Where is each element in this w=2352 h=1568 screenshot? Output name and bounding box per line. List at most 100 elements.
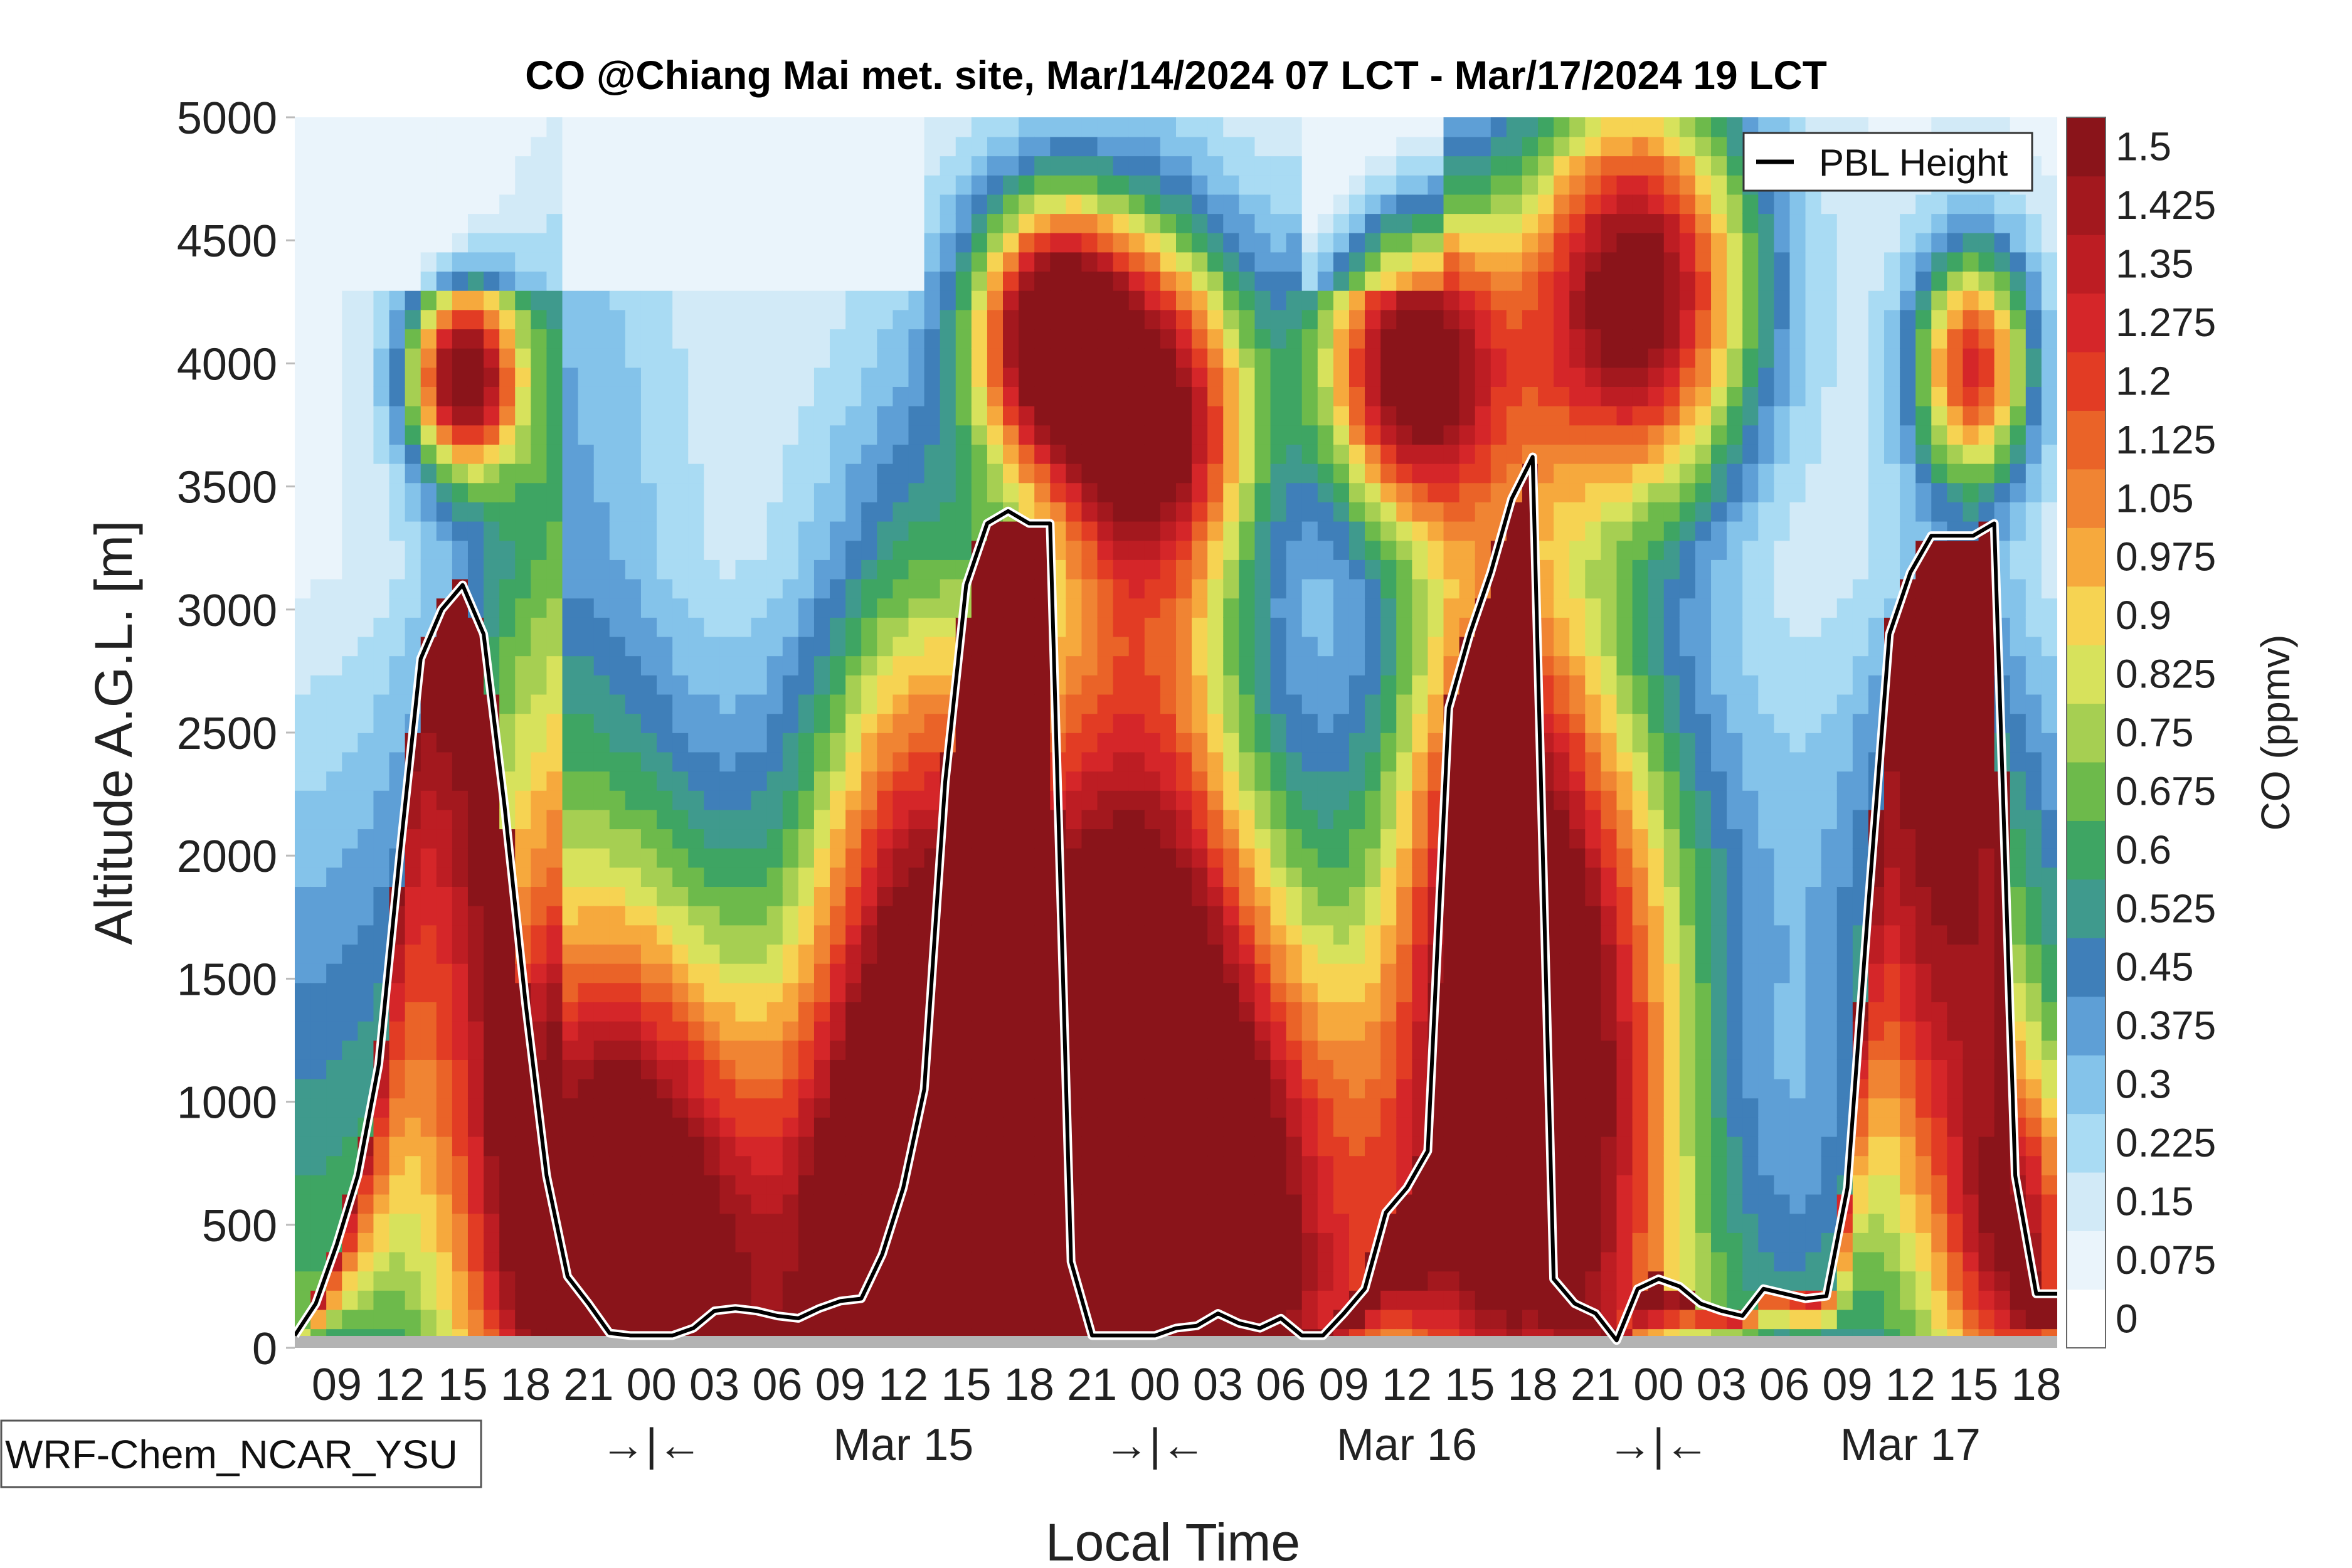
co-cell [987,847,1004,868]
co-cell [719,1059,736,1079]
co-cell [861,733,878,753]
co-cell [1365,982,1381,1002]
co-cell [735,578,752,599]
co-cell [766,540,783,560]
co-cell [1301,963,1318,983]
co-cell [531,290,548,310]
co-cell [499,1290,516,1310]
co-cell [672,829,689,849]
co-cell [766,924,783,945]
co-cell [578,771,595,791]
co-cell [531,713,548,733]
co-cell [1412,847,1429,868]
co-cell [1081,598,1098,618]
co-cell [766,1155,783,1175]
co-cell [326,1136,343,1157]
co-cell [672,1175,689,1195]
co-cell [1254,290,1271,310]
co-cell [688,329,705,349]
co-cell [452,174,469,195]
co-cell [562,136,579,157]
co-cell [1207,1136,1224,1157]
co-cell [342,598,359,618]
co-cell [672,771,689,791]
co-cell [1317,694,1334,714]
co-cell [1254,1002,1271,1022]
co-cell [1301,559,1318,580]
co-cell [971,905,988,926]
co-cell [1428,559,1444,580]
co-cell [499,1232,516,1253]
co-cell [1490,905,1507,926]
co-cell [1254,636,1271,657]
co-cell [877,117,894,137]
co-cell [420,521,437,541]
co-cell [813,463,830,484]
co-cell [389,694,406,714]
co-cell [342,329,359,349]
co-cell [782,1059,799,1079]
co-cell [766,1078,783,1099]
co-cell [1160,540,1177,560]
co-cell [672,521,689,541]
co-cell [515,1136,532,1157]
co-cell [971,636,988,657]
co-cell [1365,1059,1381,1079]
co-cell [1066,174,1083,195]
co-cell [735,982,752,1002]
co-cell [640,425,657,445]
co-cell [1396,1078,1413,1099]
co-cell [1097,617,1114,637]
co-cell [342,232,359,253]
co-cell [955,1271,972,1291]
co-cell [1365,405,1381,426]
co-cell [609,963,626,983]
co-cell [908,136,925,157]
co-cell [295,425,311,445]
co-cell [719,1020,736,1041]
co-cell [1348,136,1365,157]
co-cell [766,944,783,964]
co-cell [1348,1213,1365,1233]
co-cell [1019,1194,1035,1214]
co-cell [546,405,563,426]
co-cell [1034,905,1051,926]
co-cell [562,886,579,906]
co-cell [893,751,909,772]
co-cell [1097,1232,1114,1253]
co-cell [971,347,988,368]
co-cell [1333,733,1350,753]
co-cell [782,232,799,253]
co-cell [1333,425,1350,445]
co-cell [1192,271,1208,291]
co-cell [971,578,988,599]
co-cell [1207,444,1224,464]
co-cell [1207,963,1224,983]
co-cell [1254,886,1271,906]
co-cell [1365,1002,1381,1022]
co-cell [766,1117,783,1137]
co-cell [1443,1271,1460,1291]
co-cell [719,156,736,176]
co-cell [373,309,390,330]
co-cell [1254,136,1271,157]
co-cell [1081,463,1098,484]
co-cell [420,136,437,157]
co-cell [893,347,909,368]
co-cell [1254,1251,1271,1272]
co-cell [940,156,956,176]
co-cell [1128,463,1145,484]
co-cell [751,194,768,215]
co-cell [924,252,941,272]
co-cell [484,367,500,387]
co-cell [1490,347,1507,368]
co-cell [1380,982,1397,1002]
co-cell [1239,502,1256,522]
co-cell [420,1117,437,1137]
co-cell [1490,1155,1507,1175]
co-cell [971,425,988,445]
co-cell [1128,502,1145,522]
co-cell [1160,1175,1177,1195]
co-cell [751,1271,768,1291]
co-cell [593,194,610,215]
